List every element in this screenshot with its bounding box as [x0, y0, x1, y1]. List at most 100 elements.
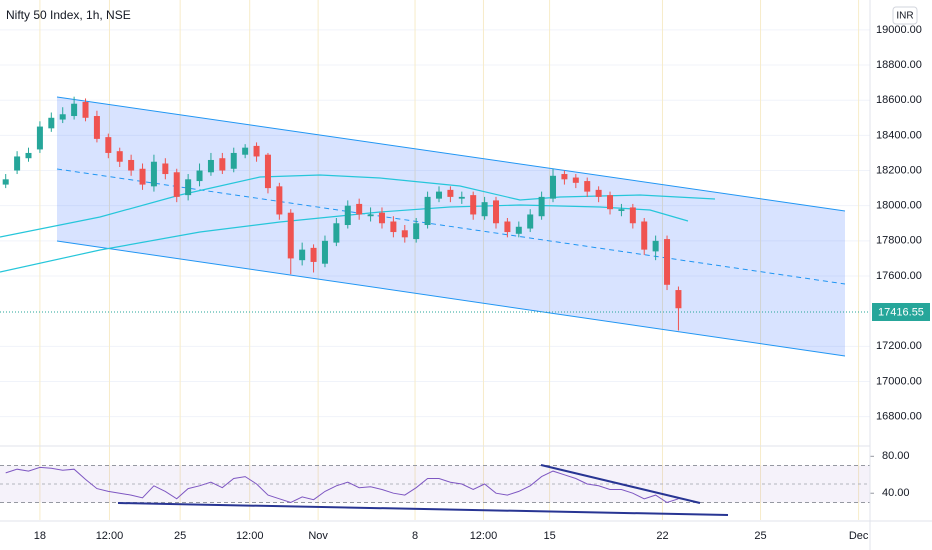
x-tick-label: 12:00 — [236, 530, 264, 542]
candle-body — [219, 158, 226, 171]
rsi-trendline — [117, 502, 729, 516]
candle-body — [550, 175, 557, 199]
candle-body — [71, 103, 78, 117]
candle-body — [538, 196, 545, 217]
candle-body — [458, 196, 465, 199]
candle-body — [93, 116, 100, 139]
candle-body — [675, 290, 682, 309]
x-tick-label: 12:00 — [470, 530, 498, 542]
candle-body — [310, 247, 317, 262]
candle-body — [128, 159, 135, 171]
rsi-line — [5, 466, 679, 504]
candle-body — [572, 177, 579, 183]
y-tick-label: 19000.00 — [876, 24, 922, 36]
rsi-tick-label: 80.00 — [882, 450, 910, 462]
rsi-layer — [5, 455, 874, 504]
candle-body — [242, 147, 249, 155]
last-price-label: 17416.55 — [878, 306, 924, 318]
x-tick-label: 8 — [412, 530, 418, 542]
candle-body — [413, 223, 420, 240]
y-tick-label: 16800.00 — [876, 411, 922, 423]
y-tick-label: 18000.00 — [876, 200, 922, 212]
candle-body — [173, 172, 180, 197]
candle-body — [25, 152, 32, 159]
grid-layer — [0, 0, 870, 520]
candle-body — [36, 126, 43, 150]
candle-body — [264, 154, 271, 189]
moving-average — [0, 204, 689, 273]
candle-body — [607, 195, 614, 210]
candle-body — [14, 156, 21, 171]
candle-body — [139, 168, 146, 185]
y-tick-label: 18800.00 — [876, 59, 922, 71]
y-tick-label: 17800.00 — [876, 235, 922, 247]
candle-body — [527, 214, 534, 229]
x-tick-label: Dec — [849, 530, 869, 542]
y-tick-label: 17200.00 — [876, 340, 922, 352]
candle-body — [481, 202, 488, 217]
candle-body — [652, 240, 659, 252]
candle-body — [561, 174, 568, 180]
candle-body — [333, 223, 340, 243]
candle-body — [344, 205, 351, 226]
candle-body — [435, 191, 442, 199]
y-tick-label: 17600.00 — [876, 270, 922, 282]
chart-title: Nifty 50 Index, 1h, NSE — [6, 8, 131, 22]
candle-body — [185, 179, 192, 196]
x-tick-label: 25 — [174, 530, 186, 542]
candle-body — [48, 117, 55, 129]
x-tick-label: 22 — [656, 530, 668, 542]
candle-body — [447, 189, 454, 197]
candle-body — [595, 189, 602, 197]
candle-body — [504, 221, 511, 233]
candle-body — [664, 239, 671, 285]
candle-body — [629, 207, 636, 224]
x-tick-label: 18 — [34, 530, 46, 542]
candle-body — [618, 209, 625, 211]
y-tick-label: 17000.00 — [876, 375, 922, 387]
y-tick-label: 18600.00 — [876, 94, 922, 106]
candle-body — [321, 240, 328, 264]
candle-body — [287, 212, 294, 259]
rsi-trendline — [540, 464, 701, 504]
x-tick-label: 25 — [754, 530, 766, 542]
candle-body — [356, 203, 363, 215]
candle-body — [2, 179, 9, 185]
rsi-tick-label: 40.00 — [882, 487, 910, 499]
x-tick-label: 15 — [543, 530, 555, 542]
candle-body — [230, 152, 237, 169]
candle-body — [162, 163, 169, 175]
channel-upper — [56, 96, 846, 212]
candle-body — [424, 196, 431, 226]
candle-body — [207, 159, 214, 173]
candle-body — [401, 230, 408, 238]
candle-body — [390, 221, 397, 233]
candle-body — [116, 151, 123, 162]
x-tick-label: Nov — [308, 530, 328, 542]
y-tick-label: 18200.00 — [876, 164, 922, 176]
candle-body — [253, 145, 260, 157]
candle-body — [584, 181, 591, 192]
candle-body — [276, 186, 283, 215]
candle-body — [470, 195, 477, 215]
candle-body — [367, 214, 374, 217]
candle-body — [641, 221, 648, 250]
channel-lower — [56, 240, 846, 357]
last-price-box — [872, 303, 930, 321]
candle-body — [299, 249, 306, 261]
channel-middle — [56, 168, 846, 285]
moving-average — [0, 174, 716, 238]
candle-body — [196, 170, 203, 182]
candle-body — [493, 200, 500, 224]
currency-box[interactable] — [892, 6, 918, 25]
currency-label[interactable]: INR — [896, 11, 913, 22]
x-tick-label: 12:00 — [96, 530, 124, 542]
candle-body — [378, 212, 385, 224]
candle-body — [82, 101, 89, 118]
y-tick-label: 18400.00 — [876, 129, 922, 141]
candle-body — [515, 226, 522, 234]
candle-body — [150, 161, 157, 187]
candle-body — [59, 114, 66, 120]
